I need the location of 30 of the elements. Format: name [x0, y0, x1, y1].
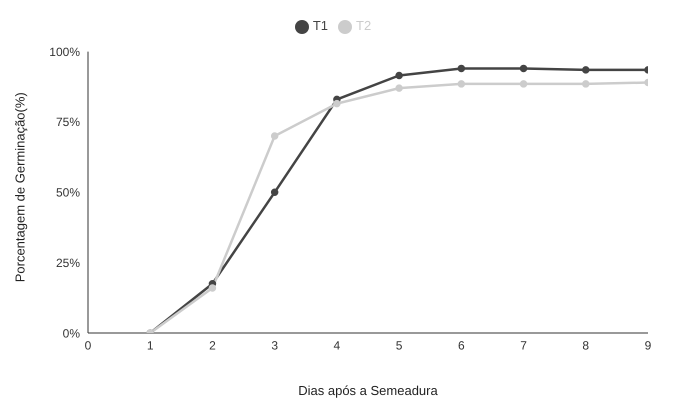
point — [395, 72, 403, 80]
x-tick-label: 6 — [458, 338, 465, 353]
point — [458, 80, 466, 88]
x-tick-label: 2 — [209, 338, 216, 353]
y-axis-title: Porcentagem de Germinação(%) — [12, 92, 28, 282]
point — [458, 64, 466, 72]
point — [333, 100, 341, 108]
y-tick-label: 25% — [56, 256, 80, 270]
x-tick-label: 3 — [271, 338, 278, 353]
y-tick-label: 100% — [49, 44, 80, 59]
x-tick-label: 7 — [520, 338, 528, 353]
y-tick-label: 75% — [56, 115, 80, 130]
x-axis-title: Dias após a Semeadura — [298, 383, 438, 398]
point — [520, 64, 528, 72]
y-tick-label: 0% — [62, 326, 80, 340]
x-tick-label: 5 — [396, 338, 403, 353]
point — [270, 188, 278, 196]
point — [270, 132, 278, 140]
x-tick-label: 1 — [146, 338, 154, 353]
point — [208, 284, 216, 292]
point — [520, 80, 528, 88]
point — [582, 66, 590, 74]
x-tick-label: 4 — [334, 338, 341, 353]
x-tick-label: 0 — [84, 338, 92, 353]
x-tick-label: 8 — [582, 338, 590, 353]
legend-label: T1 — [312, 18, 328, 33]
x-tick-label: 9 — [644, 338, 652, 353]
y-tick-label: 50% — [56, 186, 80, 200]
point — [582, 80, 590, 88]
point — [395, 84, 403, 92]
